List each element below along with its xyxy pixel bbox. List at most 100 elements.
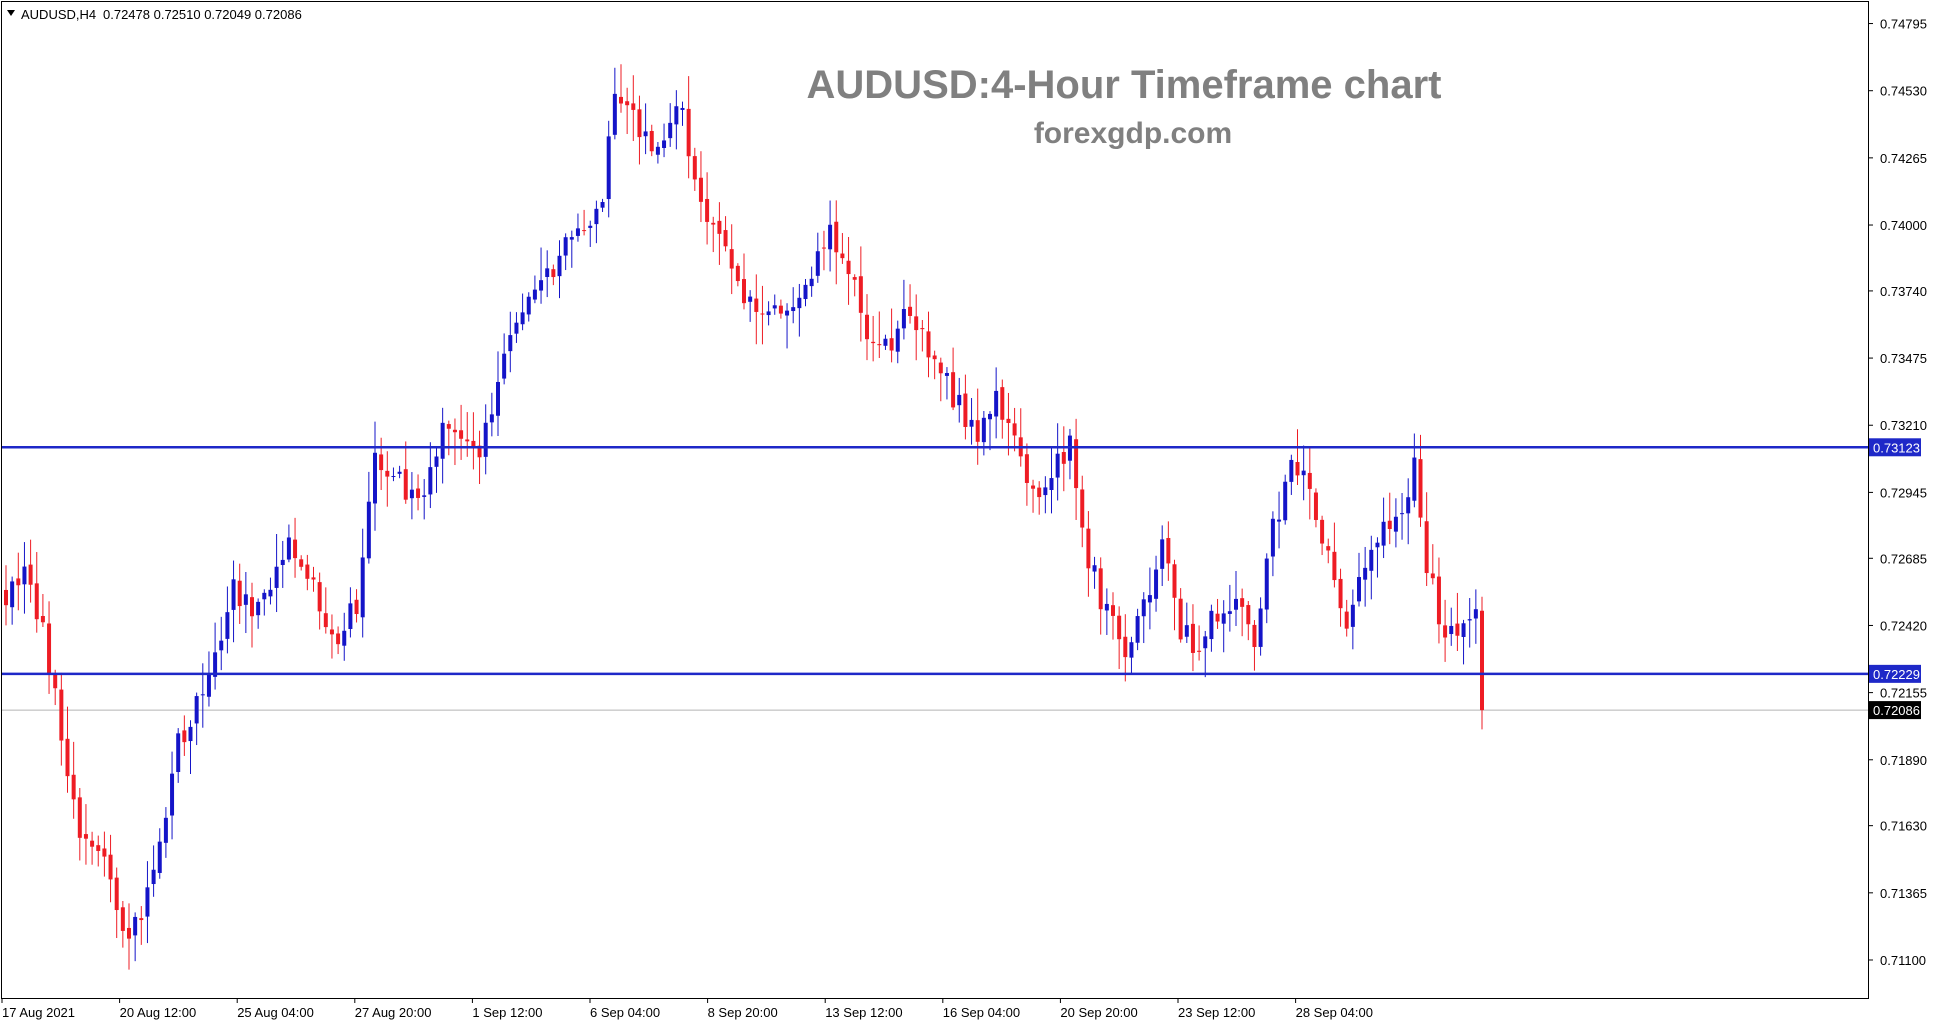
candle-body bbox=[299, 559, 304, 567]
candle bbox=[889, 308, 894, 363]
candle bbox=[409, 472, 414, 520]
candle bbox=[1400, 493, 1405, 540]
candle-body bbox=[760, 313, 765, 315]
candle bbox=[1117, 606, 1122, 670]
candle-body bbox=[1344, 611, 1349, 629]
candle-body bbox=[1436, 576, 1441, 625]
candle bbox=[619, 64, 623, 113]
candle bbox=[40, 594, 45, 628]
candle-body bbox=[791, 307, 796, 312]
candle-body bbox=[698, 177, 703, 202]
candle-body bbox=[1277, 519, 1282, 522]
price-axis[interactable]: 0.74795 0.74530 0.74265 0.74000 0.73740 0.734… bbox=[1868, 17, 1927, 968]
candle-body bbox=[1190, 623, 1195, 653]
candle-body bbox=[914, 316, 919, 331]
x-tick-label: 6 Sep 04:00 bbox=[590, 1005, 660, 1020]
time-axis[interactable]: 17 Aug 2021 20 Aug 12:00 25 Aug 04:00 27 Au… bbox=[1, 998, 1373, 1020]
candle bbox=[59, 672, 64, 766]
candle bbox=[280, 540, 285, 588]
candle-body bbox=[176, 733, 181, 772]
candle bbox=[22, 542, 27, 614]
candle bbox=[262, 589, 267, 616]
candle bbox=[348, 587, 353, 638]
candle bbox=[428, 442, 433, 509]
candle-body bbox=[908, 306, 913, 316]
candle bbox=[680, 101, 685, 126]
candle bbox=[4, 565, 8, 626]
y-tick-label: 0.71100 bbox=[1880, 953, 1926, 968]
candle bbox=[735, 263, 740, 287]
candle bbox=[213, 622, 218, 690]
candle-body bbox=[127, 927, 131, 939]
candle-body bbox=[373, 452, 377, 504]
candle-body bbox=[1332, 551, 1337, 581]
candle-body bbox=[951, 372, 956, 408]
candle bbox=[514, 312, 519, 343]
candle-body bbox=[452, 429, 457, 433]
candle-body bbox=[594, 208, 599, 225]
candle-body bbox=[1037, 487, 1042, 498]
candle bbox=[754, 274, 759, 345]
candle bbox=[446, 420, 451, 456]
candle-body bbox=[403, 469, 408, 500]
candle-body bbox=[778, 305, 783, 314]
candle bbox=[1412, 433, 1417, 508]
candle-body bbox=[354, 599, 359, 615]
candle-body bbox=[391, 476, 396, 478]
triangle-down-icon[interactable] bbox=[7, 10, 15, 16]
candle bbox=[1111, 592, 1115, 640]
candle bbox=[163, 807, 168, 858]
candle bbox=[988, 411, 992, 451]
candle-body bbox=[471, 440, 476, 448]
candle bbox=[53, 669, 58, 706]
candle bbox=[828, 200, 833, 272]
candle bbox=[582, 209, 587, 236]
candle bbox=[1031, 479, 1036, 513]
candle bbox=[139, 906, 144, 945]
candle bbox=[1037, 481, 1042, 515]
candle-body bbox=[680, 107, 685, 110]
candle-body bbox=[852, 277, 857, 280]
candle-body bbox=[772, 305, 777, 309]
candle-body bbox=[963, 393, 968, 427]
candle bbox=[329, 614, 334, 659]
candle bbox=[496, 351, 500, 436]
candle-body bbox=[243, 594, 248, 605]
candle-body bbox=[10, 581, 15, 608]
candle bbox=[1313, 488, 1318, 528]
candle-body bbox=[582, 230, 587, 232]
candle bbox=[243, 571, 248, 634]
candle-body bbox=[1209, 610, 1214, 640]
candle bbox=[1190, 604, 1195, 672]
candle bbox=[705, 172, 710, 245]
candle bbox=[1049, 446, 1054, 514]
candle-body bbox=[1289, 459, 1294, 482]
candle-body bbox=[71, 774, 76, 800]
candle-body bbox=[1430, 573, 1435, 579]
candle-body bbox=[563, 237, 568, 256]
candle bbox=[1418, 434, 1423, 527]
candle-body bbox=[133, 916, 138, 936]
candle-body bbox=[1350, 604, 1355, 627]
candle-body bbox=[311, 577, 316, 580]
candle-body bbox=[496, 381, 500, 416]
candle bbox=[852, 274, 857, 297]
chart-subtitle: forexgdp.com bbox=[1034, 117, 1232, 150]
candle bbox=[791, 287, 796, 324]
candle-body bbox=[22, 566, 27, 585]
candle bbox=[403, 441, 408, 504]
candle bbox=[606, 120, 611, 218]
candle bbox=[668, 103, 673, 147]
candle bbox=[1043, 476, 1048, 514]
candle-body bbox=[163, 817, 168, 843]
candle bbox=[1098, 557, 1103, 635]
candle-body bbox=[1264, 558, 1269, 610]
candle bbox=[145, 861, 150, 944]
candle-body bbox=[182, 730, 187, 743]
candle bbox=[1166, 521, 1171, 581]
candle bbox=[883, 334, 888, 350]
candle bbox=[133, 912, 138, 962]
candle-body bbox=[262, 592, 267, 600]
candle-body bbox=[47, 623, 52, 674]
level-price-label: 0.73123 bbox=[1873, 440, 1920, 455]
